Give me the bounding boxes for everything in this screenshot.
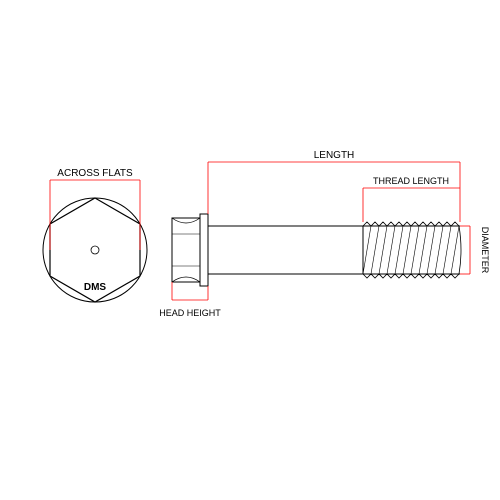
diameter-dimension [460,226,470,274]
thread-length-dimension [363,188,460,222]
head-height-label: HEAD HEIGHT [159,308,221,318]
across-flats-label: ACROSS FLATS [57,168,133,179]
bolt-side-view [172,214,461,286]
across-flats-dimension [50,180,140,250]
thread-length-label: THREAD LENGTH [373,176,449,186]
head-height-dimension [172,282,208,300]
threads [363,222,461,278]
dms-label: DMS [84,282,107,293]
diameter-label: DIAMETER [480,227,490,274]
length-dimension [208,162,460,222]
length-label: LENGTH [314,150,355,161]
bolt-diagram: ACROSS FLATS DMS [0,0,500,500]
